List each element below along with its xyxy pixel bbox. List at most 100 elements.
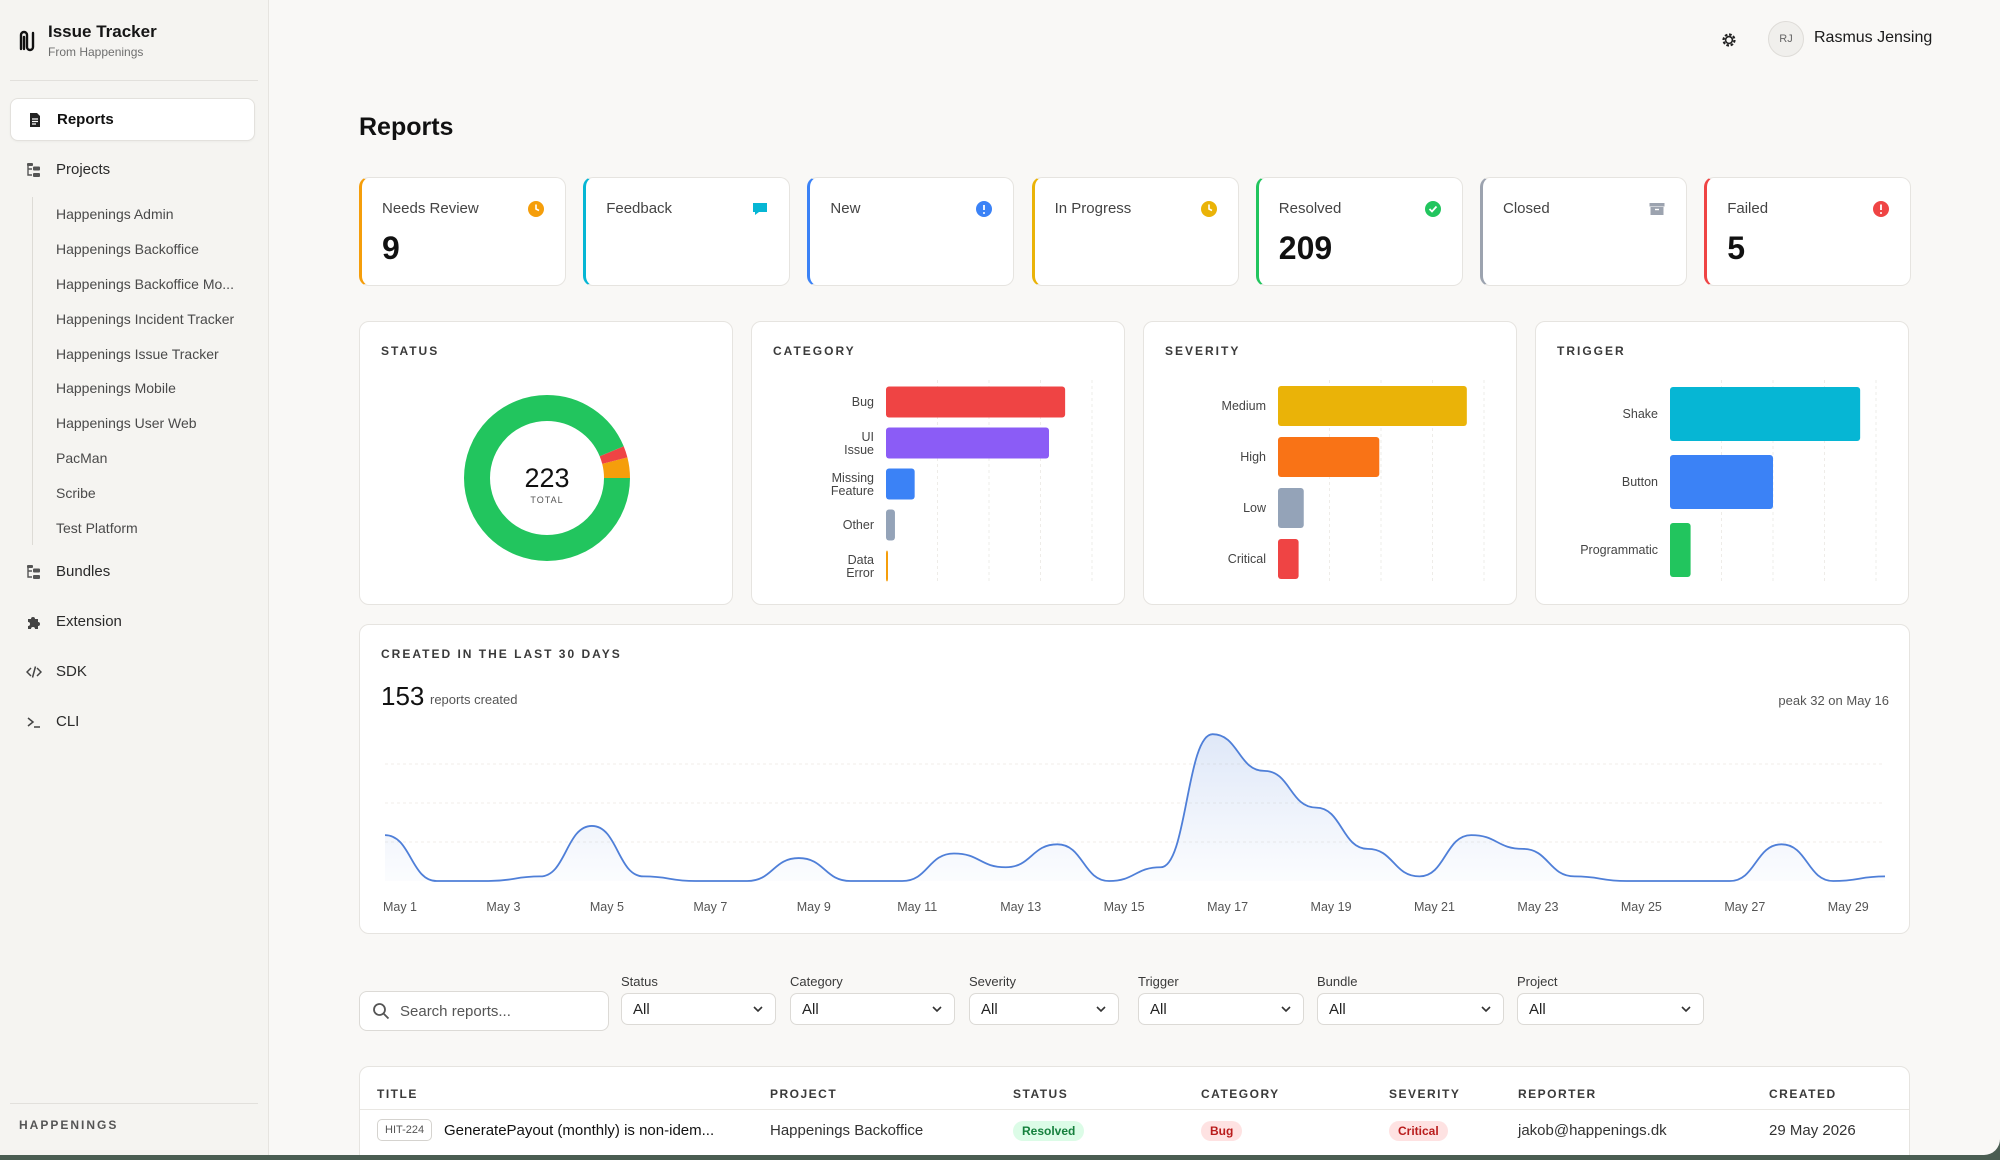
category-badge: Bug [1201, 1121, 1243, 1141]
bar-critical[interactable] [1278, 539, 1299, 579]
sidebar-project-item[interactable]: Scribe [56, 484, 96, 501]
donut-slice-resolved[interactable] [464, 395, 630, 561]
chevron-down-icon [1096, 1006, 1106, 1013]
stat-label: Closed [1503, 200, 1550, 217]
sidebar-project-item[interactable]: Happenings User Web [56, 415, 197, 432]
stat-card-feedback[interactable]: Feedback [583, 177, 791, 286]
code-icon [26, 665, 42, 678]
sidebar-item-cli[interactable]: CLI [10, 700, 255, 743]
filter-select-value: All [1529, 1000, 1546, 1018]
stat-card-closed[interactable]: Closed [1480, 177, 1687, 286]
filter-label-bundle: Bundle [1317, 974, 1358, 989]
stat-label: Feedback [606, 200, 673, 217]
document-icon [30, 112, 40, 127]
filter-select-value: All [802, 1000, 819, 1018]
category-tick-label: Critical [1228, 552, 1266, 566]
stat-card-new[interactable]: New [807, 177, 1015, 286]
sidebar-divider [10, 1103, 258, 1104]
stat-card-in-progress[interactable]: In Progress [1031, 177, 1239, 286]
sidebar-project-item[interactable]: Happenings Mobile [56, 380, 176, 397]
sidebar-item-label: Projects [56, 161, 111, 178]
category-tick-label: UI Issue [844, 430, 874, 457]
filter-select-bundle[interactable]: All [1317, 993, 1504, 1025]
bar-low[interactable] [1278, 488, 1304, 528]
sidebar-item-reports[interactable]: Reports [10, 98, 255, 141]
sidebar-project-item[interactable]: Happenings Admin [56, 206, 174, 223]
trend-x-tick-label: May 7 [693, 900, 727, 914]
sidebar-project-item[interactable]: Happenings Backoffice Mo... [56, 275, 234, 292]
filter-label-severity: Severity [969, 974, 1016, 989]
column-header-created[interactable]: CREATED [1769, 1087, 1837, 1101]
search-input[interactable] [400, 1002, 590, 1020]
stat-card-needs-review[interactable]: Needs Review 9 [359, 177, 566, 286]
sidebar-item-sdk[interactable]: SDK [10, 650, 255, 693]
category-tick-label: High [1240, 450, 1266, 464]
filter-select-severity[interactable]: All [969, 993, 1119, 1025]
bar-other[interactable] [886, 509, 895, 541]
sidebar-item-label: Extension [56, 613, 122, 630]
severity-bar-chart: Medium High Low Critical [1222, 380, 1485, 582]
category-tick-label: Button [1622, 475, 1658, 489]
sidebar-project-item[interactable]: PacMan [56, 449, 108, 466]
sidebar-item-extension[interactable]: Extension [10, 600, 255, 643]
category-tick-label: Data Error [846, 553, 874, 580]
column-header-status[interactable]: STATUS [1013, 1087, 1069, 1101]
sidebar-project-item[interactable]: Happenings Backoffice [56, 241, 199, 258]
trigger-card-label: TRIGGER [1557, 344, 1626, 358]
trigger-bar-chart: Shake Button Programmatic [1580, 380, 1877, 582]
bar-ui-issue[interactable] [886, 427, 1050, 459]
sidebar-item-bundles[interactable]: Bundles [10, 550, 255, 593]
filter-select-value: All [1329, 1000, 1346, 1018]
column-header-reporter[interactable]: REPORTER [1518, 1087, 1597, 1101]
issue-id-chip: HIT-224 [377, 1119, 433, 1141]
archive-icon [1649, 203, 1665, 215]
issue-title[interactable]: GeneratePayout (monthly) is non-idem... [444, 1122, 715, 1139]
sidebar-item-label: Bundles [56, 563, 111, 580]
column-header-title[interactable]: TITLE [377, 1087, 418, 1101]
stat-card-failed[interactable]: Failed 5 [1704, 177, 1912, 286]
sidebar-project-item[interactable]: Happenings Issue Tracker [56, 345, 219, 362]
filter-select-status[interactable]: All [621, 993, 776, 1025]
bar-bug[interactable] [886, 386, 1066, 418]
bar-high[interactable] [1278, 437, 1380, 477]
filter-select-trigger[interactable]: All [1138, 993, 1304, 1025]
sidebar-project-item[interactable]: Test Platform [56, 519, 138, 536]
settings-button[interactable] [1716, 27, 1742, 53]
project-list: Happenings Admin Happenings Backoffice Hap… [32, 197, 252, 545]
column-header-project[interactable]: PROJECT [770, 1087, 838, 1101]
filter-label-category: Category [790, 974, 843, 989]
category-tick-label: Missing Feature [831, 471, 874, 498]
trend-x-tick-label: May 11 [897, 900, 937, 914]
column-header-category[interactable]: CATEGORY [1201, 1087, 1280, 1101]
user-name[interactable]: Rasmus Jensing [1814, 29, 1933, 46]
stat-card-resolved[interactable]: Resolved 209 [1255, 177, 1463, 286]
bar-medium[interactable] [1278, 386, 1467, 426]
trend-area-chart: May 1 May 3 May 5 May 7 May 9 May 11 May 13 May… [383, 733, 1886, 914]
bar-missing-feature[interactable] [886, 468, 915, 500]
chevron-down-icon [1481, 1006, 1491, 1013]
trend-line[interactable] [384, 733, 1886, 882]
category-tick-label: Programmatic [1580, 543, 1658, 557]
sidebar-project-item[interactable]: Happenings Incident Tracker [56, 310, 235, 327]
trend-x-tick-label: May 29 [1828, 900, 1869, 914]
sidebar-item-projects[interactable]: Projects [10, 148, 255, 191]
brand[interactable]: Issue Tracker From Happenings [18, 22, 157, 59]
column-header-severity[interactable]: SEVERITY [1389, 1087, 1461, 1101]
severity-card-label: SEVERITY [1165, 344, 1241, 358]
chevron-down-icon [753, 1006, 763, 1013]
trend-x-tick-label: May 21 [1414, 900, 1455, 914]
filter-select-category[interactable]: All [790, 993, 955, 1025]
status-card-label: STATUS [381, 344, 440, 358]
search-box[interactable] [359, 991, 609, 1031]
stat-value: 5 [1727, 230, 1745, 266]
bar-data-error[interactable] [886, 550, 888, 582]
category-tick-label: Shake [1623, 407, 1658, 421]
category-card-label: CATEGORY [773, 344, 856, 358]
bar-programmatic[interactable] [1670, 523, 1691, 577]
bar-shake[interactable] [1670, 387, 1861, 441]
bar-button[interactable] [1670, 455, 1773, 509]
avatar[interactable]: RJ [1768, 21, 1804, 57]
filter-select-value: All [981, 1000, 998, 1018]
filter-select-project[interactable]: All [1517, 993, 1704, 1025]
